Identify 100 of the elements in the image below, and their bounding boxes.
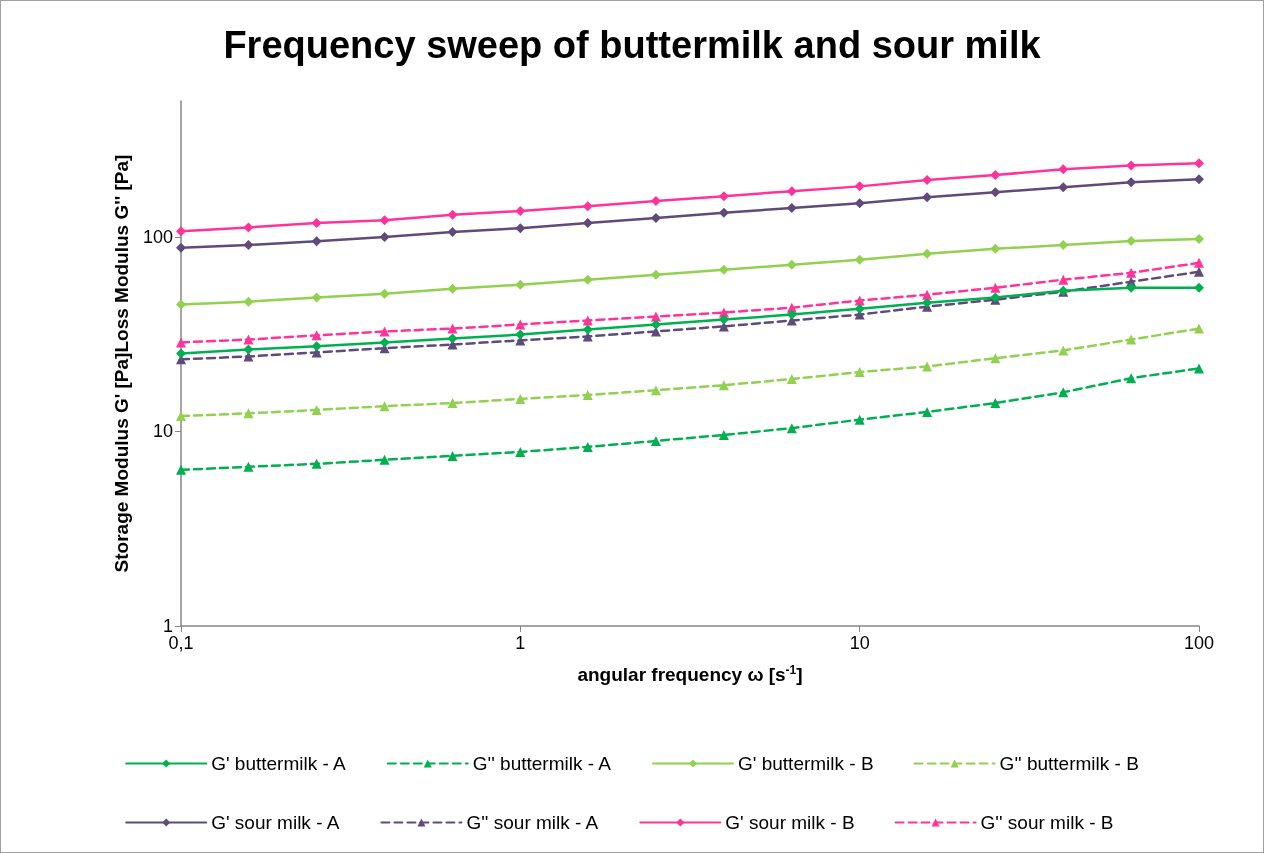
point	[243, 408, 254, 419]
point	[1194, 158, 1204, 169]
point	[990, 398, 1001, 409]
point	[1126, 267, 1137, 278]
point	[922, 297, 933, 308]
point	[447, 450, 458, 461]
x-tick-label: 100	[1183, 633, 1215, 653]
point	[311, 341, 322, 352]
point	[990, 243, 1001, 254]
point	[447, 209, 458, 220]
point	[311, 404, 322, 415]
point	[650, 385, 661, 396]
point	[243, 239, 254, 250]
x-tick-label: 0,1	[168, 633, 194, 653]
point	[379, 401, 390, 412]
point	[243, 344, 254, 355]
point	[718, 264, 729, 275]
point	[786, 309, 797, 320]
point	[515, 279, 526, 290]
point	[515, 393, 526, 404]
y-tick-label: 1	[162, 616, 173, 636]
point	[447, 333, 458, 344]
point	[990, 187, 1001, 198]
point	[379, 337, 390, 348]
point	[1126, 373, 1137, 384]
point	[1058, 387, 1069, 398]
chart-title: Frequency sweep of buttermilk and sour milk	[223, 24, 1042, 66]
legend-label: G' buttermilk - A	[211, 753, 347, 774]
point	[447, 398, 458, 409]
point	[582, 217, 593, 228]
point	[786, 423, 797, 434]
point	[922, 248, 933, 259]
point	[786, 259, 797, 270]
point	[990, 170, 1001, 181]
point	[854, 303, 865, 314]
x-tick-label: 10	[849, 633, 870, 653]
point	[379, 326, 390, 337]
point	[650, 319, 661, 330]
point	[311, 458, 322, 469]
point	[650, 196, 661, 207]
point	[447, 227, 458, 238]
legend-label: G'' sour milk - B	[980, 812, 1114, 833]
point	[1194, 323, 1204, 334]
point	[1058, 164, 1069, 175]
point	[515, 446, 526, 457]
point	[582, 390, 593, 401]
point	[243, 296, 254, 307]
legend-label: G' sour milk - A	[211, 812, 340, 833]
point	[515, 223, 526, 234]
point	[311, 292, 322, 303]
point	[311, 217, 322, 228]
point	[718, 380, 729, 391]
point	[854, 181, 865, 192]
point	[515, 329, 526, 340]
point	[1058, 182, 1069, 193]
point	[582, 315, 593, 326]
point	[1058, 274, 1069, 285]
legend-label: G' sour milk - B	[725, 812, 855, 833]
point	[990, 353, 1001, 364]
point	[447, 283, 458, 294]
point	[243, 334, 254, 345]
y-tick-label: 10	[152, 421, 173, 442]
point	[922, 175, 933, 186]
point	[379, 288, 390, 299]
point	[176, 411, 186, 422]
point	[243, 222, 254, 233]
point	[176, 464, 186, 475]
point	[447, 323, 458, 334]
point	[854, 198, 865, 209]
point	[1194, 233, 1204, 244]
point	[854, 254, 865, 265]
point	[922, 361, 933, 372]
point	[786, 186, 797, 197]
point	[650, 213, 661, 224]
y-tick-label: 100	[142, 226, 173, 247]
point	[311, 330, 322, 341]
point	[1126, 334, 1137, 345]
point	[379, 454, 390, 465]
point	[650, 435, 661, 446]
point	[515, 205, 526, 216]
point	[176, 226, 186, 237]
point	[1194, 266, 1204, 277]
point	[582, 201, 593, 212]
x-tick-label: 1	[515, 633, 526, 653]
point	[311, 236, 322, 247]
y-axis-title: Storage Modulus G' [Pa]Loss Modulus G'' [Pa]	[111, 154, 132, 573]
point	[176, 348, 186, 359]
point	[718, 314, 729, 325]
point	[854, 414, 865, 425]
point	[1126, 177, 1137, 188]
point	[990, 282, 1001, 293]
point	[922, 192, 933, 203]
point	[718, 429, 729, 440]
point	[379, 215, 390, 226]
point	[176, 299, 186, 310]
point	[515, 319, 526, 330]
legend-label: G' buttermilk - B	[738, 753, 874, 774]
point	[582, 274, 593, 285]
point	[243, 461, 254, 472]
point	[1194, 363, 1204, 374]
